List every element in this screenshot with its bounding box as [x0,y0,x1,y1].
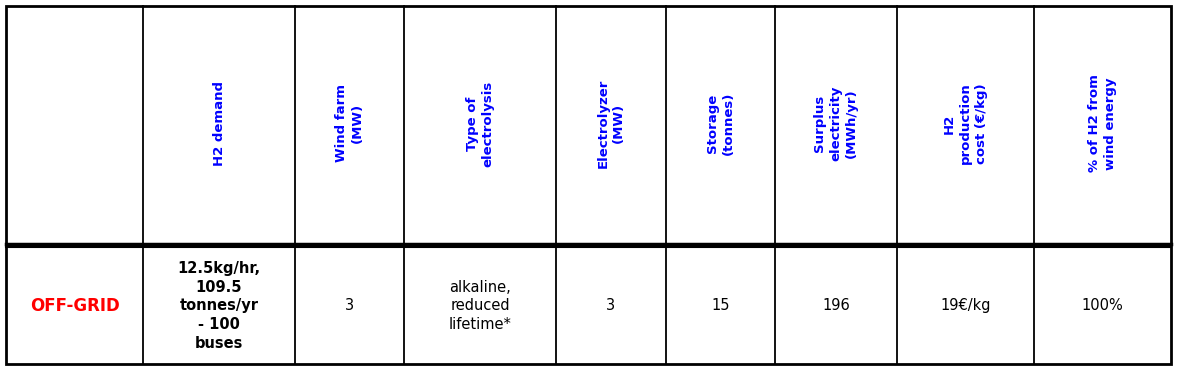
Text: Surplus
electricity
(MWh/yr): Surplus electricity (MWh/yr) [813,86,858,161]
Text: 196: 196 [822,298,850,313]
Text: H2
production
cost (€/kg): H2 production cost (€/kg) [943,83,988,164]
Text: 19€/kg: 19€/kg [940,298,991,313]
Text: H2 demand: H2 demand [213,81,226,166]
Text: 3: 3 [606,298,616,313]
Text: 100%: 100% [1082,298,1123,313]
Text: 3: 3 [345,298,354,313]
Text: % of H2 from
wind energy: % of H2 from wind energy [1088,74,1117,172]
Text: Electrolyzer
(MW): Electrolyzer (MW) [597,79,625,168]
Text: alkaline,
reduced
lifetime*: alkaline, reduced lifetime* [448,280,512,332]
Text: Type of
electrolysis: Type of electrolysis [466,80,494,166]
Text: Storage
(tonnes): Storage (tonnes) [706,92,734,155]
Text: 15: 15 [711,298,730,313]
Text: 12.5kg/hr,
109.5
tonnes/yr
- 100
buses: 12.5kg/hr, 109.5 tonnes/yr - 100 buses [178,261,260,350]
Text: Wind farm
(MW): Wind farm (MW) [335,84,364,162]
Text: OFF-GRID: OFF-GRID [29,297,119,315]
